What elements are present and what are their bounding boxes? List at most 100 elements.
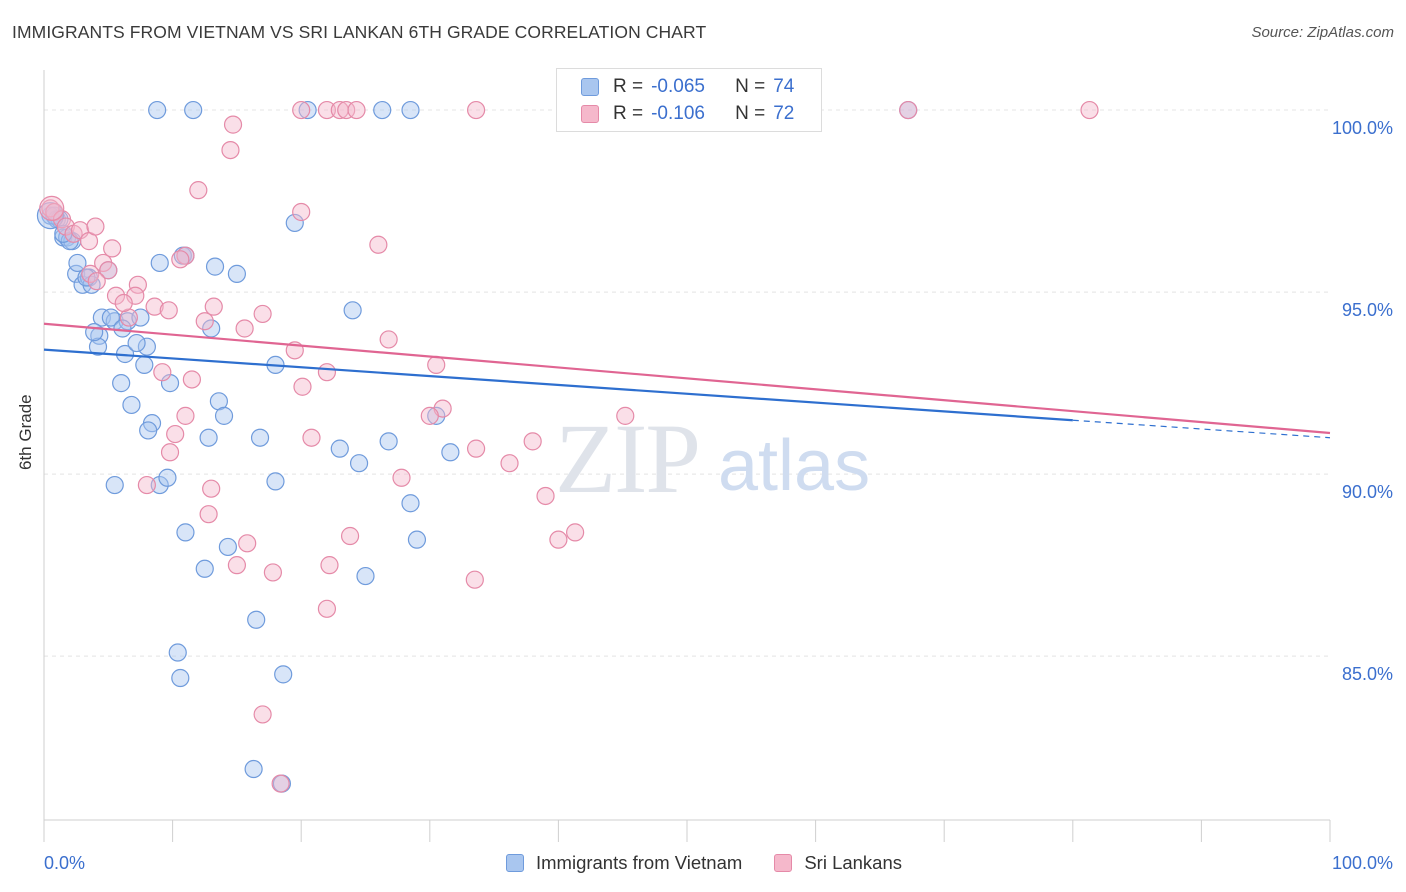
legend-swatch-srilankan	[774, 854, 793, 872]
data-point-srilankan	[1080, 100, 1099, 120]
watermark-zip: ZIP	[555, 403, 699, 514]
source-label: Source: ZipAtlas.com	[1251, 24, 1394, 41]
legend-row-vietnam: R = -0.065 N = 74	[581, 75, 794, 99]
legend-r-value: -0.106	[651, 103, 705, 124]
data-point-srilankan	[899, 100, 918, 120]
data-point-srilankan	[235, 319, 254, 338]
trend-lines	[43, 322, 1331, 439]
data-point-vietnam	[218, 537, 237, 557]
data-point-srilankan	[263, 563, 283, 582]
legend-n-label: N =	[735, 76, 766, 97]
data-point-vietnam	[356, 566, 375, 586]
data-point-vietnam	[137, 337, 156, 356]
axes	[43, 70, 1331, 842]
data-point-vietnam	[88, 337, 108, 356]
data-point-vietnam	[139, 421, 158, 440]
data-point-srilankan	[566, 523, 585, 542]
data-point-vietnam	[105, 475, 124, 495]
data-point-srilankan	[347, 100, 366, 120]
trend-line-srilankan	[43, 322, 1331, 435]
data-point-vietnam	[122, 395, 141, 415]
watermark: ZIP atlas	[555, 403, 870, 514]
x-tick-label: 0.0%	[44, 853, 85, 873]
data-point-vietnam	[247, 610, 266, 629]
data-point-vietnam	[205, 257, 225, 276]
data-point-srilankan	[466, 439, 486, 458]
data-point-srilankan	[317, 100, 337, 120]
data-point-srilankan	[160, 443, 180, 462]
data-point-vietnam	[373, 100, 392, 120]
data-point-vietnam	[441, 443, 460, 462]
data-point-vietnam	[168, 643, 187, 662]
data-point-vietnam	[158, 468, 177, 487]
data-point-srilankan	[466, 100, 486, 120]
data-point-srilankan	[536, 486, 555, 506]
data-point-vietnam	[150, 475, 169, 495]
data-point-vietnam	[176, 523, 195, 542]
legend-r-label: R =	[613, 103, 644, 124]
data-point-srilankan	[182, 370, 201, 389]
data-point-vietnam	[127, 333, 146, 353]
data-point-srilankan	[153, 363, 172, 382]
data-point-srilankan	[189, 181, 208, 200]
legend-swatch-srilankan	[581, 105, 599, 123]
y-tick-label: 90.0%	[1342, 482, 1393, 502]
data-point-srilankan	[195, 312, 214, 331]
y-tick-label: 100.0%	[1332, 118, 1393, 138]
legend-swatch-vietnam	[506, 854, 524, 872]
data-point-srilankan	[427, 355, 446, 375]
legend-r-value: -0.065	[651, 76, 705, 97]
data-point-srilankan	[81, 264, 100, 283]
data-point-vietnam	[274, 665, 293, 684]
y-tick-label: 85.0%	[1342, 664, 1393, 684]
data-point-vietnam	[171, 668, 190, 688]
data-point-srilankan	[500, 454, 519, 473]
data-point-srilankan	[465, 570, 484, 589]
data-point-srilankan	[106, 286, 126, 305]
data-point-vietnam	[427, 406, 446, 425]
legend-r-label: R =	[613, 76, 644, 97]
data-point-vietnam	[298, 100, 317, 120]
data-point-srilankan	[39, 195, 65, 221]
data-point-srilankan	[159, 301, 178, 320]
data-point-vietnam	[227, 264, 246, 283]
chart-title: IMMIGRANTS FROM VIETNAM VS SRI LANKAN 6T…	[12, 22, 707, 42]
data-point-srilankan	[369, 235, 388, 254]
data-point-vietnam	[150, 253, 169, 273]
data-point-srilankan	[238, 534, 257, 553]
data-point-vietnam	[195, 559, 214, 578]
data-point-srilankan	[114, 293, 133, 313]
data-point-vietnam	[266, 472, 285, 491]
data-point-srilankan	[317, 363, 337, 382]
legend-item-srilankan[interactable]: Sri Lankans	[774, 852, 902, 874]
data-point-srilankan	[293, 377, 312, 396]
data-point-srilankan	[549, 530, 568, 549]
data-point-vietnam	[285, 213, 304, 233]
series-srilankan-points	[39, 100, 1099, 793]
data-point-vietnam	[244, 759, 263, 779]
data-point-srilankan	[202, 479, 221, 498]
data-point-srilankan	[317, 599, 337, 618]
data-point-srilankan	[320, 556, 339, 575]
data-point-srilankan	[204, 297, 223, 316]
data-point-srilankan	[223, 115, 243, 134]
legend-item-vietnam[interactable]: Immigrants from Vietnam	[506, 852, 742, 874]
data-point-srilankan	[86, 217, 105, 236]
data-point-srilankan	[302, 428, 321, 447]
data-point-srilankan	[227, 556, 246, 575]
legend-n-value: 72	[773, 103, 795, 124]
data-point-vietnam	[148, 100, 167, 120]
trend-line-vietnam	[43, 348, 1073, 422]
data-point-vietnam	[401, 494, 420, 513]
legend-n-label: N =	[735, 103, 766, 124]
data-point-vietnam	[199, 428, 218, 447]
legend-row-srilankan: R = -0.106 N = 72	[581, 102, 794, 126]
data-point-srilankan	[221, 140, 240, 160]
data-point-vietnam	[36, 202, 65, 230]
legend-swatch-vietnam	[581, 78, 599, 96]
data-point-vietnam	[135, 355, 154, 375]
data-point-srilankan	[171, 250, 190, 269]
data-point-srilankan	[253, 304, 272, 324]
data-point-srilankan	[199, 505, 218, 524]
